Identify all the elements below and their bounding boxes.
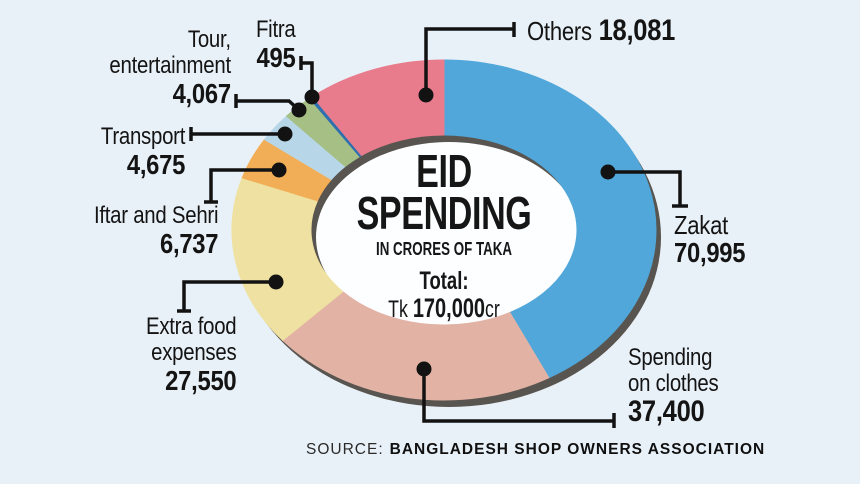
label-others: Others 18,081 [527,16,675,49]
transport-value: 4,675 [126,149,186,180]
label-iftar-sehri: Iftar and Sehri 6,737 [93,202,219,259]
callout-dot-others [418,87,434,103]
callout-line-tour-entertainment [236,99,301,112]
source-prefix: SOURCE: [306,441,384,458]
source-attribution: SOURCE: BANGLADESH SHOP OWNERS ASSOCIATIO… [306,441,765,459]
callout-line-fitra [301,61,314,97]
label-fitra: Fitra 495 [256,17,296,73]
clothes-value: 37,400 [628,395,705,428]
label-tour-entertainment: Tour, entertainment 4,067 [109,26,232,109]
label-extra-food: Extra food expenses 27,550 [145,313,237,396]
label-spending-clothes: Spending on clothes 37,400 [628,344,719,428]
iftar-line1: Iftar and Sehri [93,202,219,229]
callout-dot-tour-entertainment [291,102,307,118]
zakat-value: 70,995 [674,237,746,268]
donut-hole [316,142,582,332]
slice-others [311,59,445,157]
chart-title-line1: EID [416,145,472,197]
others-line1: Others [527,16,592,46]
total-amount: 170,000 [412,293,486,323]
clothes-line2: on clothes [628,370,719,397]
callout-dot-fitra [304,89,320,105]
callout-line-others [424,27,514,95]
callout-dot-iftar-and-sehri [271,162,287,178]
chart-center-text: EID SPENDING IN CRORES OF TAKA Total: Tk… [349,145,538,324]
callout-line-zakat [608,170,682,206]
callout-line-iftar-and-sehri [209,168,279,202]
extra-food-line2: expenses [150,339,237,366]
iftar-value: 6,737 [159,228,219,259]
label-transport: Transport 4,675 [100,123,186,180]
slice-spending-on-clothes [281,290,550,401]
tour-value: 4,067 [172,78,232,109]
tour-line2: entertainment [109,52,232,79]
fitra-line1: Fitra [256,16,296,43]
zakat-line1: Zakat [674,210,729,240]
clothes-line1: Spending [628,344,713,371]
callout-line-extra-food-expenses [182,280,276,311]
chart-title-line2: SPENDING [356,187,532,239]
extra-food-value: 27,550 [164,365,237,396]
callout-dot-transport [277,126,293,142]
fitra-value: 495 [257,42,296,73]
total-label: Total: [419,267,469,295]
callout-dot-zakat [600,164,616,180]
source-name: BANGLADESH SHOP OWNERS ASSOCIATION [389,441,766,458]
others-value: 18,081 [598,14,676,47]
chart-subtitle: IN CRORES OF TAKA [376,239,512,259]
total-unit: cr [485,296,500,323]
extra-food-line1: Extra food [145,313,237,340]
label-zakat: Zakat 70,995 [674,210,746,268]
total-currency: Tk [388,296,408,323]
callout-dot-extra-food-expenses [268,274,284,290]
total-value: Tk 170,000cr [349,294,538,324]
callout-line-spending-on-clothes [422,369,614,423]
transport-line1: Transport [100,123,186,150]
slice-zakat [443,59,657,379]
callout-dot-spending-on-clothes [416,361,432,377]
tour-line1: Tour, [188,26,231,53]
